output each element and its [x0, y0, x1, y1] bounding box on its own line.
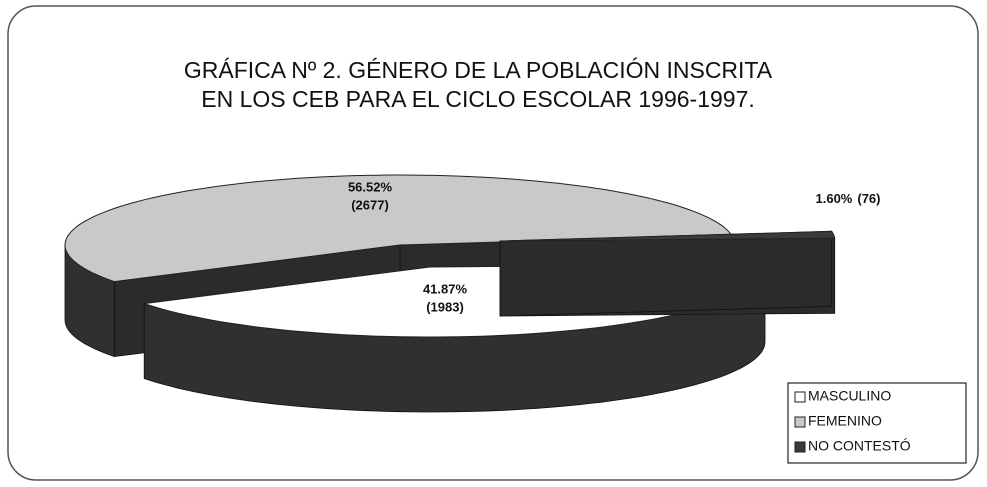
legend-label: FEMENINO [808, 413, 882, 429]
data-label-count: (76) [857, 191, 880, 206]
chart-title: EN LOS CEB PARA EL CICLO ESCOLAR 1996-19… [201, 86, 755, 112]
chart-title: GRÁFICA Nº 2. GÉNERO DE LA POBLACIÓN INS… [184, 57, 773, 83]
legend-label: MASCULINO [808, 388, 891, 404]
slice [64, 174, 733, 283]
slice-side [499, 230, 833, 317]
slice [499, 230, 836, 242]
data-label-count: (1983) [426, 299, 464, 314]
legend-swatch [794, 416, 806, 428]
legend-swatch [794, 441, 806, 453]
data-label-value: 56.52% [348, 179, 393, 194]
data-label: 1.60% (76) [816, 191, 881, 206]
data-label-count: (2677) [351, 197, 389, 212]
pie [64, 174, 836, 413]
legend-box [787, 382, 967, 464]
data-label-value: 41.87% [423, 281, 468, 296]
data-label-value: 1.60% [816, 191, 853, 206]
legend-label: NO CONTESTÓ [808, 438, 911, 454]
legend-swatch [794, 391, 806, 403]
